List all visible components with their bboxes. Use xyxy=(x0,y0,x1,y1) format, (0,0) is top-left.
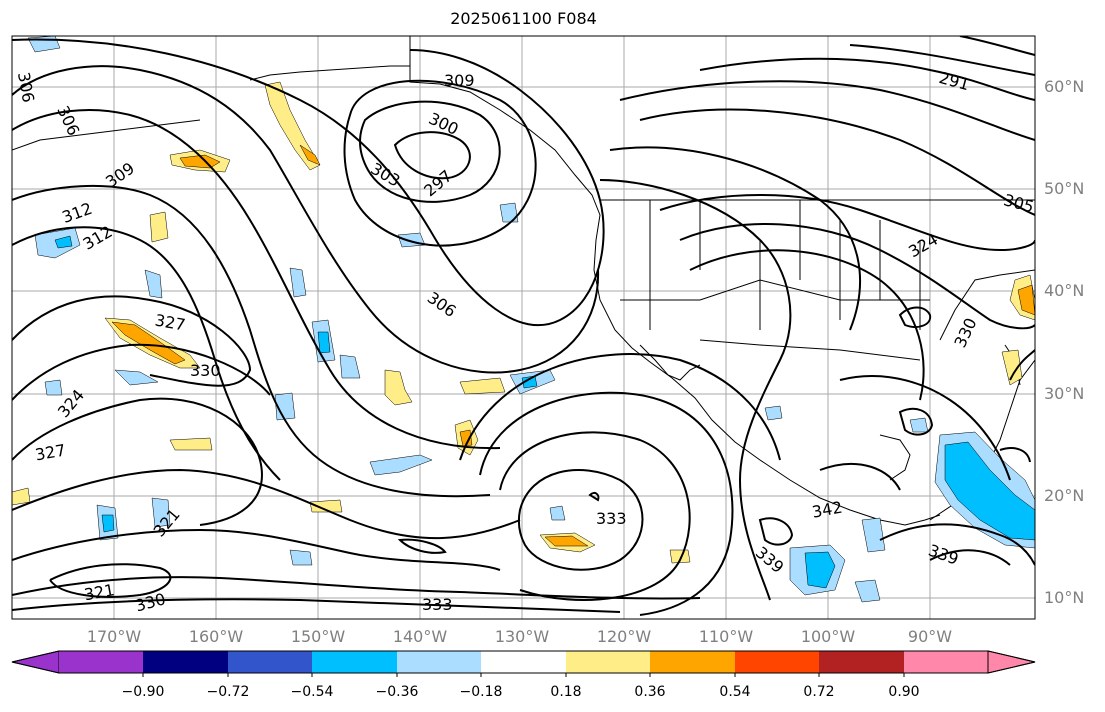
contour-label: 342 xyxy=(811,498,844,522)
colorbar xyxy=(11,650,1036,677)
contour-label: 291 xyxy=(937,68,971,94)
colorbar-tick-label: −0.72 xyxy=(206,684,250,700)
lon-label: 90°W xyxy=(907,627,953,646)
colorbar-tick-label: −0.18 xyxy=(459,684,503,700)
colorbar-outline xyxy=(11,650,1036,674)
lat-label: 10°N xyxy=(1044,588,1085,607)
lat-label: 40°N xyxy=(1044,281,1085,300)
contour-label: 305 xyxy=(1002,190,1036,216)
colorbar-tick-label: 0.18 xyxy=(550,684,582,700)
contour-label: 327 xyxy=(34,440,67,464)
contour-label: 309 xyxy=(444,71,475,90)
contour-label: 327 xyxy=(153,311,186,335)
colorbar-segment xyxy=(228,651,312,673)
contour-label: 306 xyxy=(53,103,83,139)
map-title: 2025061100 F084 xyxy=(450,9,597,28)
colorbar-tick-label: 0.36 xyxy=(634,684,666,700)
contour-label: 330 xyxy=(133,589,167,615)
height-contours xyxy=(12,36,1035,616)
contour-label: 321 xyxy=(83,580,116,604)
colorbar-segment xyxy=(904,651,988,673)
lon-label: 140°W xyxy=(392,627,448,646)
colorbar-segment xyxy=(143,651,228,673)
colorbar-segment xyxy=(735,651,819,673)
colorbar-tick-label: 0.54 xyxy=(719,684,751,700)
lon-label: 160°W xyxy=(188,627,244,646)
lat-label: 30°N xyxy=(1044,384,1085,403)
colorbar-tick-label: −0.54 xyxy=(290,684,334,700)
colorbar-tick-label: −0.90 xyxy=(121,684,165,700)
colorbar-tick-label: 0.72 xyxy=(803,684,835,700)
lon-label: 110°W xyxy=(698,627,754,646)
contour-label: 333 xyxy=(596,509,627,528)
lat-label: 50°N xyxy=(1044,179,1085,198)
colorbar-segment xyxy=(819,651,904,673)
colorbar-extend-low xyxy=(11,650,60,674)
lon-label: 120°W xyxy=(596,627,652,646)
lon-label: 170°W xyxy=(86,627,142,646)
contour-label: 333 xyxy=(422,595,453,614)
contour-label: 312 xyxy=(60,199,95,227)
lon-label: 150°W xyxy=(290,627,346,646)
contour-label: 324 xyxy=(905,230,941,262)
lat-label: 20°N xyxy=(1044,486,1085,505)
lon-label: 100°W xyxy=(800,627,856,646)
contour-label: 339 xyxy=(752,543,788,577)
contour-label: 306 xyxy=(424,288,460,321)
contour-label: 339 xyxy=(926,540,961,568)
lat-label: 60°N xyxy=(1044,77,1085,96)
contour-label: 303 xyxy=(368,159,404,191)
contour-label: 330 xyxy=(950,315,980,351)
shading xyxy=(12,36,1035,603)
contour-label: 330 xyxy=(190,361,221,380)
map-frame xyxy=(11,35,1036,620)
colorbar-tick-label: −0.36 xyxy=(375,684,419,700)
colorbar-tick-label: 0.90 xyxy=(888,684,920,700)
colorbar-segment xyxy=(397,651,481,673)
colorbar-segment xyxy=(650,651,735,673)
colorbar-segment xyxy=(312,651,397,673)
lon-label: 130°W xyxy=(494,627,550,646)
colorbar-segment xyxy=(481,651,566,673)
colorbar-segment xyxy=(566,651,650,673)
colorbar-segment xyxy=(59,651,143,673)
contour-label: 297 xyxy=(420,166,456,200)
contour-label: 306 xyxy=(14,71,38,104)
colorbar-extend-high xyxy=(987,650,1036,674)
contour-labels: 309 300 297 303 306 291 305 324 306 312 … xyxy=(14,68,1036,615)
